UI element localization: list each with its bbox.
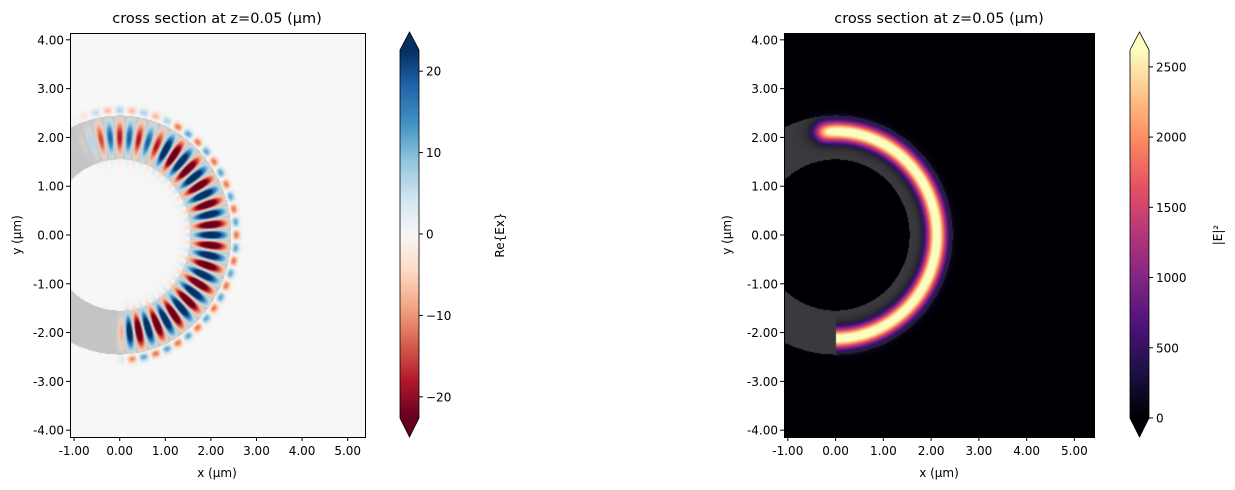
- x-tick-label: 4.00: [1013, 444, 1040, 458]
- y-tick-label: 2.00: [37, 131, 64, 145]
- heatmap-intensity: [784, 33, 1094, 437]
- x-tick-label: 5.00: [334, 444, 361, 458]
- y-axis-label: y (µm): [10, 215, 24, 255]
- colorbar-label: |E|²: [1211, 225, 1225, 246]
- x-tick-label: -1.00: [59, 444, 90, 458]
- y-tick-label: 3.00: [37, 82, 64, 96]
- x-axis-label: x (µm): [197, 466, 237, 480]
- colorbar-tick-label: 20: [426, 65, 441, 79]
- colorbar-tick-label: 10: [426, 146, 441, 160]
- y-axis-label: y (µm): [720, 215, 734, 255]
- y-tick-label: 4.00: [37, 33, 64, 47]
- colorbar-tick-label: −10: [426, 309, 451, 323]
- axes-frame: [70, 33, 366, 438]
- plot-title: cross section at z=0.05 (µm): [112, 11, 322, 27]
- plot-title: cross section at z=0.05 (µm): [834, 11, 1044, 27]
- colorbar-extend-max: [400, 32, 419, 50]
- x-tick-label: 4.00: [289, 444, 316, 458]
- plot-right: cross section at z=0.05 (µm) x (µm) y (µ…: [720, 11, 1225, 480]
- x-tick-label: 1.00: [870, 444, 897, 458]
- y-tick-label: -4.00: [747, 424, 778, 438]
- colorbar-tick-label: 2000: [1156, 131, 1187, 145]
- colorbar-tick-label: 2500: [1156, 60, 1187, 74]
- x-tick-label: 2.00: [198, 444, 225, 458]
- y-tick-label: 3.00: [751, 82, 778, 96]
- x-tick-label: 3.00: [243, 444, 270, 458]
- y-tick-label: -1.00: [747, 277, 778, 291]
- y-tick-label: 4.00: [751, 33, 778, 47]
- colorbar-tick-label: 0: [1156, 412, 1164, 426]
- y-tick-label: -1.00: [33, 277, 64, 291]
- colorbar-label: Re{Ex}: [493, 212, 507, 257]
- x-tick-label: -1.00: [772, 444, 803, 458]
- y-tick-label: -2.00: [747, 326, 778, 340]
- x-tick-label: 1.00: [152, 444, 179, 458]
- colorbar-extend-min: [400, 418, 419, 437]
- plot-left: cross section at z=0.05 (µm) x (µm) y (µ…: [10, 11, 507, 480]
- y-tick-label: -4.00: [33, 424, 64, 438]
- axes-frame: [784, 33, 1095, 438]
- heatmap-re-ex: [70, 33, 365, 437]
- colorbar-intensity: [1130, 50, 1149, 418]
- colorbar-outline: [399, 31, 420, 438]
- colorbar-extend-min: [1130, 418, 1149, 437]
- x-tick-label: 5.00: [1061, 444, 1088, 458]
- colorbar-tick-label: 1500: [1156, 201, 1187, 215]
- colorbar-tick-label: 1000: [1156, 271, 1187, 285]
- colorbar-extend-max: [1130, 32, 1149, 50]
- y-tick-label: 0.00: [37, 229, 64, 243]
- y-tick-label: -3.00: [33, 375, 64, 389]
- colorbar-outline: [1129, 31, 1150, 438]
- x-tick-label: 0.00: [106, 444, 133, 458]
- y-tick-label: -2.00: [33, 326, 64, 340]
- y-tick-label: -3.00: [747, 375, 778, 389]
- y-tick-label: 1.00: [751, 180, 778, 194]
- colorbar-tick-label: 0: [426, 228, 434, 242]
- x-axis-label: x (µm): [919, 466, 959, 480]
- x-tick-label: 3.00: [966, 444, 993, 458]
- y-tick-label: 1.00: [37, 180, 64, 194]
- y-tick-label: 2.00: [751, 131, 778, 145]
- colorbar-tick-label: −20: [426, 390, 451, 404]
- x-tick-label: 0.00: [822, 444, 849, 458]
- colorbar-re-ex: [400, 50, 419, 418]
- colorbar-tick-label: 500: [1156, 341, 1179, 355]
- y-tick-label: 0.00: [751, 229, 778, 243]
- x-tick-label: 2.00: [918, 444, 945, 458]
